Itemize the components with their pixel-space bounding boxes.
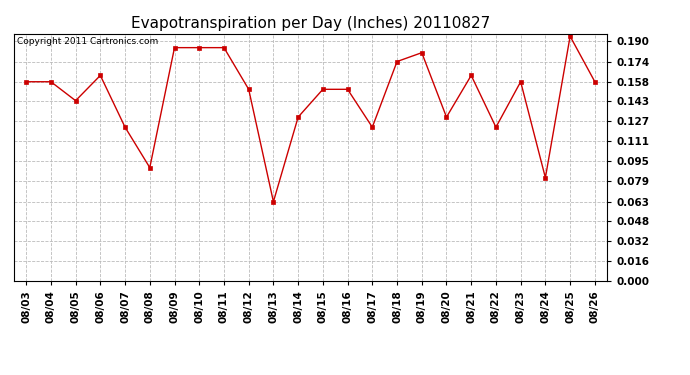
Title: Evapotranspiration per Day (Inches) 20110827: Evapotranspiration per Day (Inches) 2011… — [131, 16, 490, 31]
Text: Copyright 2011 Cartronics.com: Copyright 2011 Cartronics.com — [17, 38, 158, 46]
